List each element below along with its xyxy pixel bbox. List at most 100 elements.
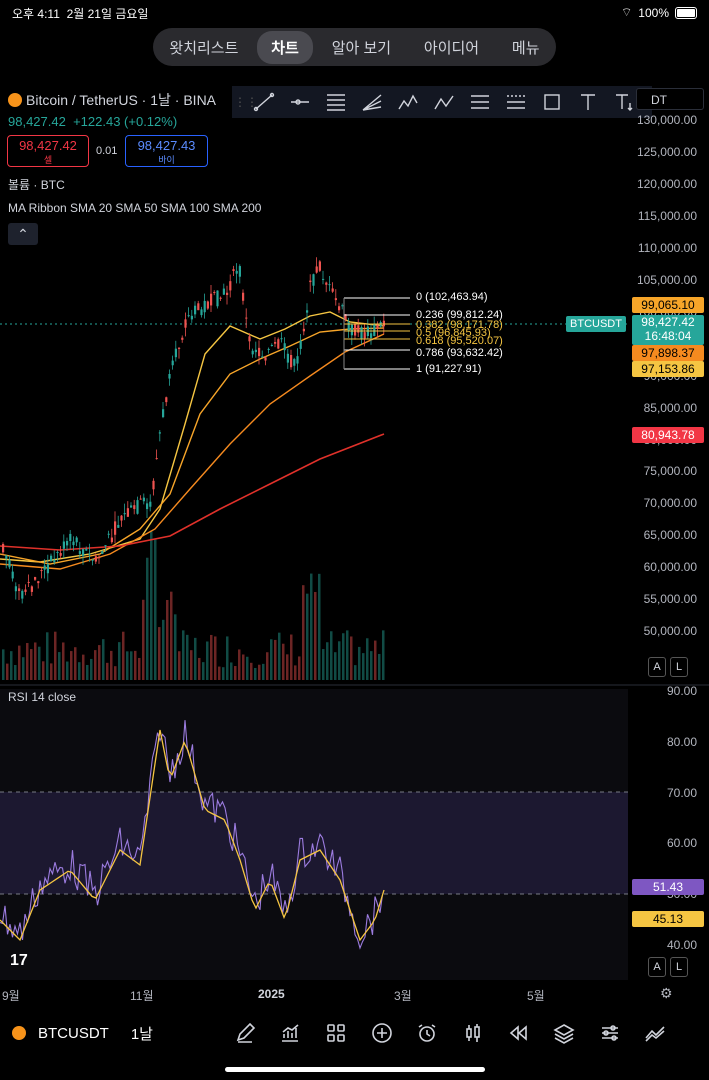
tab-menu[interactable]: 메뉴	[511, 39, 540, 57]
ma100-line	[0, 333, 385, 570]
candle-body	[274, 342, 277, 344]
candle-body	[258, 347, 261, 357]
indicators-button[interactable]	[268, 1022, 314, 1044]
candle-body	[69, 533, 72, 542]
tab-chart[interactable]: 차트	[257, 30, 313, 64]
settings-button[interactable]	[587, 1022, 633, 1044]
chart-type-button[interactable]	[450, 1022, 496, 1044]
abc-pattern-tool[interactable]	[426, 86, 462, 118]
candle-body	[290, 355, 293, 368]
layers-icon	[553, 1024, 575, 1044]
candle-body	[229, 281, 232, 291]
log-scale-button[interactable]: L	[670, 657, 688, 677]
candle-body	[158, 432, 161, 434]
compare-button[interactable]	[632, 1022, 678, 1044]
currency-select[interactable]: DT	[636, 88, 704, 110]
status-bar: 오후 4:11 2월 21일 금요일 ⌔ 100%	[0, 0, 709, 24]
layout-button[interactable]	[313, 1022, 359, 1044]
elliott-wave-tool[interactable]	[390, 86, 426, 118]
volume-bar	[2, 649, 5, 680]
volume-bar	[62, 642, 65, 680]
candle-body	[46, 564, 49, 574]
rsi-log-scale-button[interactable]: L	[670, 957, 688, 977]
layers-button[interactable]	[541, 1022, 587, 1044]
settings-gear-icon[interactable]: ⚙	[660, 985, 673, 1001]
candle-body	[187, 315, 190, 317]
add-button[interactable]	[359, 1022, 405, 1044]
candle-body	[277, 339, 280, 349]
volume-bar	[274, 639, 277, 680]
pencil-icon	[236, 1022, 255, 1043]
rsi-tick: 60.00	[666, 836, 697, 851]
volume-bar	[102, 639, 105, 680]
symbol-selector[interactable]: BTCUSDT	[12, 1025, 109, 1042]
tab-watchlist[interactable]: 왓치리스트	[169, 39, 239, 57]
volume-bar	[230, 662, 233, 680]
candle-body	[213, 292, 216, 294]
alert-button[interactable]	[404, 1022, 450, 1044]
candle-body	[5, 555, 8, 559]
volume-bar	[238, 649, 241, 680]
drag-handle-icon[interactable]: ⋮⋮	[234, 95, 258, 109]
fib-fan-tool[interactable]	[354, 86, 390, 118]
candle-body	[296, 356, 299, 364]
candle-body	[270, 344, 273, 346]
anchored-text-tool[interactable]	[606, 86, 642, 118]
volume-bar	[14, 665, 17, 680]
spread-value: 0.01	[96, 145, 118, 157]
ma200-line	[0, 433, 385, 551]
volume-bar	[254, 667, 257, 680]
status-date: 2월 21일 금요일	[66, 7, 149, 21]
sell-button[interactable]: 98,427.42 셀	[7, 135, 89, 167]
volume-legend[interactable]: 볼륨 · BTC	[8, 178, 65, 192]
volume-bar	[302, 585, 305, 680]
candle-body	[72, 541, 75, 546]
buy-button[interactable]: 98,427.43 바이	[125, 135, 208, 167]
volume-bar	[130, 651, 133, 680]
trend-line-tool[interactable]	[246, 86, 282, 118]
price-tick: 70,000.00	[643, 496, 697, 511]
top-tab-bar: 왓치리스트 차트 알아 보기 아이디어 메뉴	[153, 28, 556, 66]
rsi-tick: 80.00	[666, 734, 697, 749]
text-tool[interactable]	[570, 86, 606, 118]
candle-body	[203, 300, 206, 313]
volume-bar	[118, 642, 121, 680]
volume-bar	[362, 653, 365, 680]
candle-body	[110, 537, 113, 543]
candle-body	[2, 543, 5, 553]
volume-bar	[158, 627, 161, 680]
ma100-price-label: 97,153.86	[632, 361, 704, 377]
time-tick: 11월	[130, 989, 154, 1003]
collapse-legend-button[interactable]: ⌃	[8, 223, 38, 245]
fib-extension-tool[interactable]	[498, 86, 534, 118]
rectangle-tool[interactable]	[534, 86, 570, 118]
candle-body	[133, 505, 136, 510]
volume-bar	[26, 643, 29, 680]
anchored-text-icon	[616, 94, 633, 111]
rsi-auto-scale-button[interactable]: A	[648, 957, 666, 977]
chart-canvas[interactable]	[0, 84, 709, 1006]
volume-bar	[286, 654, 289, 680]
timeframe-selector[interactable]: 1날	[130, 1025, 153, 1043]
volume-bar	[54, 631, 57, 680]
tab-explore[interactable]: 알아 보기	[331, 39, 392, 57]
volume-bar	[218, 666, 221, 680]
replay-button[interactable]	[496, 1022, 542, 1044]
rsi-legend[interactable]: RSI 14 close	[8, 690, 77, 704]
volume-bar	[110, 650, 113, 680]
fib-fan-icon	[362, 94, 382, 111]
parallel-channel-tool[interactable]	[318, 86, 354, 118]
symbol-title[interactable]: Bitcoin / TetherUS · 1날 · BINA	[8, 90, 216, 110]
tab-ideas[interactable]: 아이디어	[423, 39, 480, 57]
candle-body	[318, 261, 321, 271]
candle-body	[146, 503, 149, 510]
price-tick: 65,000.00	[643, 528, 697, 543]
fib-retracement-tool[interactable]	[462, 86, 498, 118]
auto-scale-button[interactable]: A	[648, 657, 666, 677]
draw-button[interactable]	[222, 1022, 268, 1044]
ma-ribbon-legend[interactable]: MA Ribbon SMA 20 SMA 50 SMA 100 SMA 200	[8, 201, 262, 215]
candle-body	[53, 560, 56, 563]
horizontal-ray-tool[interactable]	[282, 86, 318, 118]
plus-circle-icon	[371, 1023, 392, 1043]
volume-bar	[378, 653, 381, 680]
